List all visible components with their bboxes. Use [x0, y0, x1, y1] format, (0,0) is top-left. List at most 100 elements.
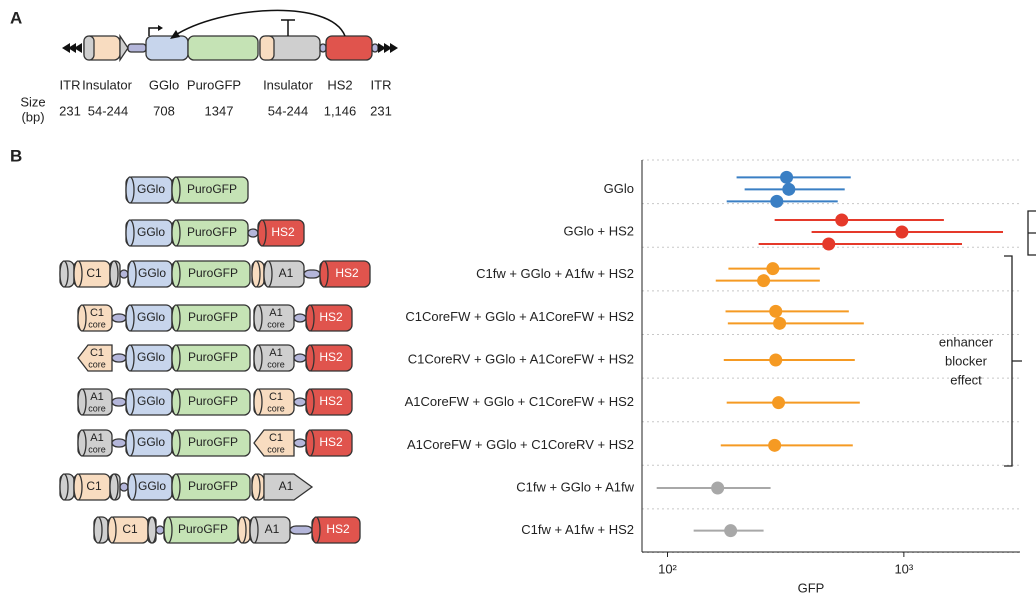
- bracket: [1028, 211, 1036, 255]
- construct-part: [120, 483, 128, 491]
- construct-label: A1: [279, 479, 294, 493]
- point: [768, 439, 781, 452]
- panel-label: B: [10, 146, 22, 165]
- construct-part: [148, 517, 156, 543]
- construct-label: PuroGFP: [178, 522, 228, 536]
- construct-part: [258, 220, 266, 246]
- construct-label: HS2: [319, 435, 343, 449]
- construct-part: [294, 314, 306, 322]
- size-value: 708: [153, 103, 175, 118]
- construct-part: [112, 439, 126, 447]
- construct-label: HS2: [319, 310, 343, 324]
- construct-label: A1: [269, 307, 282, 319]
- construct-label: A1: [90, 391, 103, 403]
- construct-part: [252, 474, 260, 500]
- point: [895, 226, 908, 239]
- construct-label: C1: [86, 479, 102, 493]
- construct-label: C1: [269, 391, 283, 403]
- construct-part: [78, 389, 86, 415]
- construct-label: C1: [90, 307, 104, 319]
- figure: A B ITR Insulator GGlo PuroGFP Insulator…: [0, 0, 1036, 597]
- construct-part: [164, 517, 172, 543]
- x-axis-title: GFP: [798, 580, 825, 595]
- x-tick-label: 10²: [658, 561, 677, 576]
- element-label: ITR: [371, 77, 392, 92]
- construct-part: [78, 430, 86, 456]
- annotation: effect: [950, 372, 982, 387]
- construct-sublabel: core: [267, 359, 285, 369]
- construct-label: A1: [269, 347, 282, 359]
- construct-part: [172, 177, 180, 203]
- construct-label: PuroGFP: [188, 266, 238, 280]
- construct-label: PuroGFP: [188, 350, 238, 364]
- construct-part: [74, 474, 82, 500]
- construct-sublabel: core: [267, 319, 285, 329]
- construct-part: [252, 261, 260, 287]
- construct-label: PuroGFP: [188, 479, 238, 493]
- construct-part: [172, 261, 180, 287]
- construct-label: PuroGFP: [188, 310, 238, 324]
- construct-label: GGlo: [137, 310, 165, 324]
- construct-part: [60, 261, 68, 287]
- construct-part: [248, 229, 258, 237]
- size-value: 54-244: [268, 103, 308, 118]
- construct-part: [172, 474, 180, 500]
- point: [835, 214, 848, 227]
- construct-sublabel: core: [267, 444, 285, 454]
- construct-part: [306, 430, 314, 456]
- construct-label: PuroGFP: [188, 435, 238, 449]
- construct-part: [128, 474, 136, 500]
- construct-part: [172, 345, 180, 371]
- point: [822, 238, 835, 251]
- construct-part: [306, 345, 314, 371]
- construct-part: [254, 389, 262, 415]
- construct-part: [250, 517, 258, 543]
- construct-label: GGlo: [137, 350, 165, 364]
- size-value: 1,146: [324, 103, 357, 118]
- construct-part: [120, 270, 128, 278]
- construct-part: [110, 474, 118, 500]
- point: [770, 195, 783, 208]
- y-tick-label: A1CoreFW + GGlo + C1CoreFW + HS2: [405, 394, 634, 409]
- construct-label: HS2: [271, 225, 295, 239]
- construct-sublabel: core: [267, 403, 285, 413]
- construct-part: [110, 261, 118, 287]
- construct-sublabel: core: [88, 359, 106, 369]
- y-tick-label: C1fw + GGlo + A1fw + HS2: [476, 266, 634, 281]
- construct-part: [238, 517, 246, 543]
- construct-label: GGlo: [137, 435, 165, 449]
- construct-part: [254, 305, 262, 331]
- construct-label: PuroGFP: [188, 394, 238, 408]
- construct-label: GGlo: [137, 394, 165, 408]
- construct-part: [94, 517, 102, 543]
- point: [769, 354, 782, 367]
- element-label: HS2: [327, 77, 352, 92]
- y-tick-label: GGlo + HS2: [564, 223, 634, 238]
- point: [757, 274, 770, 287]
- construct-part: [126, 345, 134, 371]
- size-value: 231: [370, 103, 392, 118]
- point: [711, 482, 724, 495]
- construct-part: [294, 354, 306, 362]
- construct-part: [108, 517, 116, 543]
- y-tick-label: A1CoreFW + GGlo + C1CoreRV + HS2: [407, 437, 634, 452]
- construct-label: C1: [86, 266, 102, 280]
- vector-diagram: [62, 10, 398, 60]
- construct-part: [126, 177, 134, 203]
- construct-part: [112, 398, 126, 406]
- size-value: 54-244: [88, 103, 128, 118]
- size-label: Size: [20, 94, 45, 109]
- construct-part: [128, 261, 136, 287]
- construct-part: [294, 398, 306, 406]
- construct-label: A1: [279, 266, 294, 280]
- y-tick-label: C1CoreFW + GGlo + A1CoreFW + HS2: [405, 309, 634, 324]
- construct-label: GGlo: [137, 182, 165, 196]
- size-value: 231: [59, 103, 81, 118]
- construct-label: GGlo: [138, 266, 166, 280]
- construct-label: HS2: [326, 522, 350, 536]
- construct-sublabel: core: [88, 403, 106, 413]
- bracket: [1004, 256, 1022, 466]
- point: [724, 524, 737, 537]
- construct-part: [74, 261, 82, 287]
- construct-label: A1: [265, 522, 280, 536]
